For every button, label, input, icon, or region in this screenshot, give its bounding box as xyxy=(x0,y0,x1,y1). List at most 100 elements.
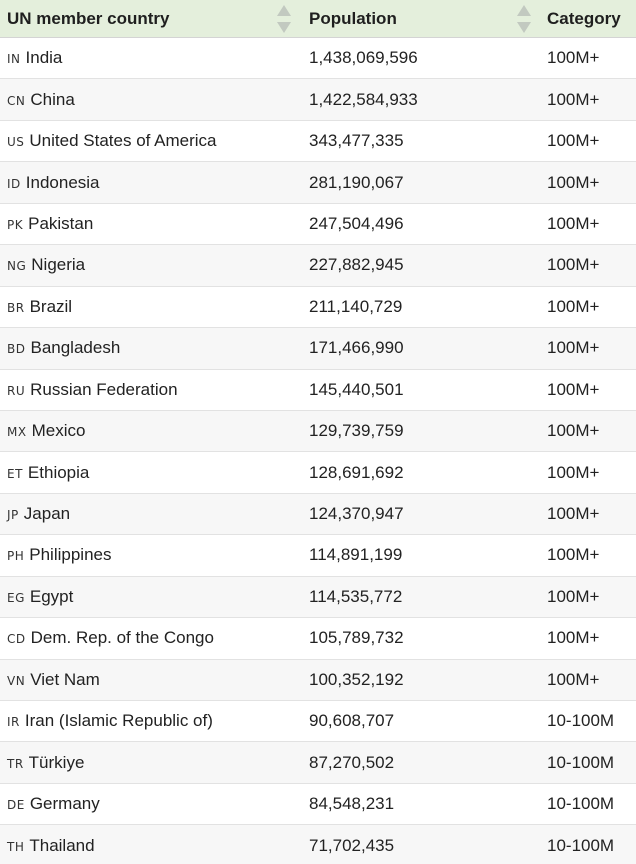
population-cell: 145,440,501 xyxy=(309,379,404,399)
population-cell: 71,702,435 xyxy=(309,835,395,855)
country-code: IN xyxy=(7,52,21,67)
country-cell: US United States of America xyxy=(0,131,301,151)
country-cell: TH Thailand xyxy=(0,836,301,856)
country-cell: MX Mexico xyxy=(0,421,301,441)
country-code: TR xyxy=(7,756,24,771)
country-cell: PH Philippines xyxy=(0,545,301,565)
country-code: TH xyxy=(7,839,25,854)
population-cell: 114,535,772 xyxy=(309,586,403,606)
country-cell: PK Pakistan xyxy=(0,214,301,234)
population-cell: 211,140,729 xyxy=(309,296,403,316)
table-row: ID Indonesia 281,190,067 100M+ xyxy=(0,162,636,204)
column-header-population[interactable]: Population xyxy=(301,0,541,37)
population-cell: 1,438,069,596 xyxy=(309,48,418,68)
country-cell: BR Brazil xyxy=(0,297,301,317)
country-code: IR xyxy=(7,715,20,730)
country-name: Mexico xyxy=(31,421,86,441)
country-code: PK xyxy=(7,217,24,232)
country-cell: RU Russian Federation xyxy=(0,380,301,400)
country-name: Indonesia xyxy=(25,172,100,192)
category-cell: 100M+ xyxy=(547,586,600,606)
population-cell: 343,477,335 xyxy=(309,131,404,151)
country-cell: VN Viet Nam xyxy=(0,670,301,690)
country-name: Pakistan xyxy=(28,213,94,233)
table-row: RU Russian Federation 145,440,501 100M+ xyxy=(0,369,636,411)
population-cell: 90,608,707 xyxy=(309,711,395,731)
country-name: Ethiopia xyxy=(27,462,90,482)
country-code: DE xyxy=(7,798,25,813)
table-row: US United States of America 343,477,335 100… xyxy=(0,120,636,163)
country-code: ET xyxy=(7,466,23,481)
country-code: CN xyxy=(7,93,26,108)
population-cell: 84,548,231 xyxy=(309,794,395,814)
column-header-country[interactable]: UN member country xyxy=(0,0,301,37)
table-row: VN Viet Nam 100,352,192 100M+ xyxy=(0,659,636,701)
table-row: TH Thailand 71,702,435 10-100M xyxy=(0,825,636,864)
country-name: Türkiye xyxy=(28,752,85,772)
country-name: India xyxy=(25,48,63,68)
country-name: Egypt xyxy=(29,586,74,606)
country-name: Germany xyxy=(29,794,100,814)
category-cell: 100M+ xyxy=(547,255,600,275)
sort-population-icon[interactable] xyxy=(517,4,531,34)
country-code: BR xyxy=(7,300,25,315)
country-code: MX xyxy=(7,425,27,440)
category-cell: 100M+ xyxy=(547,48,600,68)
category-cell: 10-100M xyxy=(547,711,615,731)
column-header-population-label: Population xyxy=(309,8,397,28)
category-cell: 10-100M xyxy=(547,752,615,772)
country-code: BD xyxy=(7,342,26,357)
category-cell: 100M+ xyxy=(547,379,600,399)
country-cell: JP Japan xyxy=(0,504,301,524)
country-cell: BD Bangladesh xyxy=(0,338,301,358)
country-code: US xyxy=(7,135,25,150)
column-header-country-label: UN member country xyxy=(7,8,170,28)
country-cell: TR Türkiye xyxy=(0,753,301,773)
table-row: CD Dem. Rep. of the Congo 105,789,732 100M+ xyxy=(0,618,636,660)
category-cell: 100M+ xyxy=(547,462,600,482)
country-name: Thailand xyxy=(29,835,95,855)
category-cell: 100M+ xyxy=(547,545,600,565)
country-code: CD xyxy=(7,632,26,647)
sort-country-icon[interactable] xyxy=(277,4,291,34)
table-row: BD Bangladesh 171,466,990 100M+ xyxy=(0,328,636,370)
category-cell: 10-100M xyxy=(547,835,615,855)
population-cell: 281,190,067 xyxy=(309,172,404,192)
country-code: JP xyxy=(7,508,19,523)
table-row: MX Mexico 129,739,759 100M+ xyxy=(0,410,636,453)
country-cell: CN China xyxy=(0,90,301,110)
country-cell: DE Germany xyxy=(0,794,301,814)
population-cell: 171,466,990 xyxy=(309,338,404,358)
population-cell: 87,270,502 xyxy=(309,752,395,772)
country-name: Dem. Rep. of the Congo xyxy=(30,628,214,648)
country-name: Bangladesh xyxy=(30,338,121,358)
population-cell: 105,789,732 xyxy=(309,628,404,648)
country-name: Nigeria xyxy=(31,255,86,275)
table-row: PK Pakistan 247,504,496 100M+ xyxy=(0,203,636,246)
country-name: Viet Nam xyxy=(30,669,100,689)
country-code: VN xyxy=(7,673,26,688)
country-name: Brazil xyxy=(29,296,73,316)
table-header: UN member country Population Category xyxy=(0,0,636,38)
country-name: China xyxy=(30,89,75,109)
country-name: Philippines xyxy=(29,545,112,565)
category-cell: 100M+ xyxy=(547,338,600,358)
category-cell: 100M+ xyxy=(547,131,600,151)
category-cell: 10-100M xyxy=(547,794,615,814)
country-name: Japan xyxy=(23,504,71,524)
population-cell: 100,352,192 xyxy=(309,669,404,689)
category-cell: 100M+ xyxy=(547,504,600,524)
country-cell: IN India xyxy=(0,48,301,68)
category-cell: 100M+ xyxy=(547,669,600,689)
population-cell: 129,739,759 xyxy=(309,421,404,441)
category-cell: 100M+ xyxy=(547,89,600,109)
table-row: DE Germany 84,548,231 10-100M xyxy=(0,783,636,826)
category-cell: 100M+ xyxy=(547,628,600,648)
population-cell: 227,882,945 xyxy=(309,255,404,275)
table-row: NG Nigeria 227,882,945 100M+ xyxy=(0,245,636,287)
country-code: PH xyxy=(7,549,25,564)
country-cell: CD Dem. Rep. of the Congo xyxy=(0,628,301,648)
table-row: IN India 1,438,069,596 100M+ xyxy=(0,38,636,80)
country-code: ID xyxy=(7,176,21,191)
